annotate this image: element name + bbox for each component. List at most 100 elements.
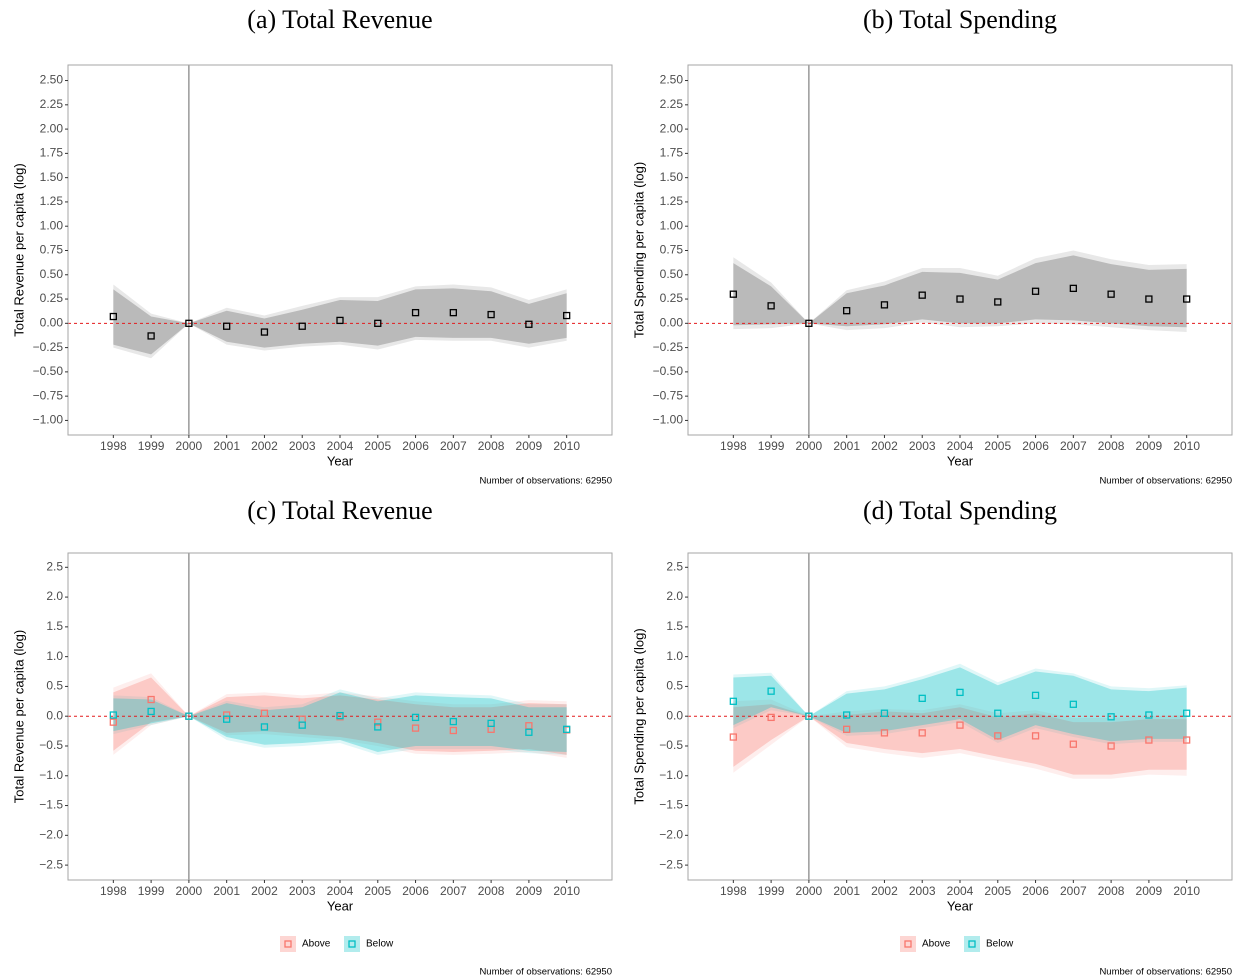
y-tick-label: 1.0 — [666, 649, 683, 663]
note: Number of observations: 62950 — [1099, 476, 1232, 487]
point — [260, 328, 269, 336]
y-tick-label: 2.00 — [40, 121, 64, 135]
legend-marker — [284, 940, 292, 948]
point — [487, 310, 495, 319]
x-tick-label: 2005 — [364, 439, 391, 453]
y-tick-label: 0.00 — [40, 315, 64, 329]
y-tick-label: −1.00 — [33, 413, 64, 427]
x-tick-label: 2002 — [251, 884, 278, 898]
x-tick-label: 2000 — [176, 439, 203, 453]
y-tick-label: 2.50 — [40, 73, 64, 87]
point — [1069, 284, 1077, 293]
x-tick-label: 2005 — [984, 439, 1011, 453]
point — [1107, 713, 1115, 721]
legend-marker — [904, 940, 912, 948]
x-tick-label: 2002 — [871, 884, 898, 898]
y-tick-label: 1.5 — [46, 619, 63, 633]
x-tick-label: 2003 — [289, 884, 316, 898]
point — [487, 719, 495, 727]
x-tick-label: 2001 — [833, 884, 860, 898]
point — [1069, 700, 1077, 708]
x-tick-label: 1998 — [100, 439, 127, 453]
x-tick-label: 2006 — [402, 884, 429, 898]
point — [1031, 732, 1040, 740]
point — [918, 694, 926, 702]
point — [805, 319, 813, 327]
x-tick-label: 2002 — [251, 439, 278, 453]
chart-title: (a) Total Revenue — [247, 5, 432, 34]
y-tick-label: −2.5 — [39, 857, 63, 871]
confidence-band — [733, 663, 1187, 745]
y-tick-label: 1.25 — [40, 194, 64, 208]
point — [843, 307, 851, 315]
y-tick-label: −1.0 — [659, 768, 683, 782]
legend-marker — [968, 940, 976, 948]
y-tick-label: 2.00 — [660, 121, 684, 135]
point — [449, 726, 457, 735]
x-tick-label: 1998 — [100, 884, 127, 898]
chart-title: (d) Total Spending — [863, 496, 1057, 525]
legend-marker — [348, 940, 356, 948]
y-tick-label: 2.25 — [40, 97, 64, 111]
x-axis-title: Year — [947, 453, 974, 468]
point — [956, 721, 964, 729]
point — [185, 319, 193, 327]
confidence-band — [113, 288, 567, 355]
x-tick-label: 2005 — [984, 884, 1011, 898]
x-tick-label: 2008 — [1098, 884, 1125, 898]
point — [411, 308, 420, 317]
point — [956, 295, 964, 303]
point — [1069, 740, 1077, 748]
x-tick-label: 2005 — [364, 884, 391, 898]
y-tick-label: 0.50 — [660, 267, 684, 281]
y-tick-label: −1.00 — [653, 413, 684, 427]
point — [843, 711, 851, 719]
x-tick-label: 2000 — [796, 884, 823, 898]
note: Number of observations: 62950 — [479, 476, 612, 487]
y-tick-label: −0.25 — [33, 340, 64, 354]
x-tick-label: 2004 — [327, 439, 354, 453]
point — [147, 707, 155, 716]
x-tick-label: 2009 — [1136, 884, 1163, 898]
y-tick-label: 2.5 — [46, 559, 63, 573]
x-tick-label: 1998 — [720, 884, 747, 898]
point — [223, 711, 231, 719]
point — [185, 712, 193, 720]
point — [729, 733, 737, 741]
point — [956, 688, 964, 697]
x-tick-label: 2006 — [1022, 439, 1049, 453]
point — [298, 721, 306, 729]
point — [109, 718, 117, 726]
point — [449, 308, 457, 317]
y-tick-label: 0.25 — [660, 291, 684, 305]
point — [994, 709, 1002, 717]
point — [767, 687, 775, 695]
x-tick-label: 1999 — [758, 884, 785, 898]
y-tick-label: −1.0 — [39, 768, 63, 782]
point — [918, 729, 926, 737]
panel: (c) Total Revenue −2.5 −2.0 −1.5 −1.0 −0.5 0.0… — [11, 496, 613, 978]
y-tick-label: −0.50 — [653, 364, 684, 378]
x-tick-label: 1999 — [138, 439, 165, 453]
plot-background — [68, 65, 612, 435]
x-tick-label: 2007 — [1060, 439, 1087, 453]
x-tick-label: 2007 — [440, 439, 467, 453]
point — [880, 729, 889, 737]
y-tick-label: −2.0 — [659, 827, 683, 841]
x-axis-title: Year — [947, 898, 974, 913]
x-tick-label: 2007 — [440, 884, 467, 898]
point — [729, 697, 737, 705]
point — [880, 301, 889, 309]
point — [1183, 736, 1191, 744]
y-tick-label: 1.75 — [660, 146, 684, 160]
y-tick-label: 0.0 — [666, 708, 683, 722]
x-tick-label: 2006 — [1022, 884, 1049, 898]
confidence-band — [113, 689, 567, 755]
x-tick-label: 2006 — [402, 439, 429, 453]
x-axis-title: Year — [327, 453, 354, 468]
plot-area — [688, 65, 1232, 435]
y-tick-label: 1.25 — [660, 194, 684, 208]
confidence-band — [733, 699, 1187, 779]
point — [298, 322, 306, 330]
